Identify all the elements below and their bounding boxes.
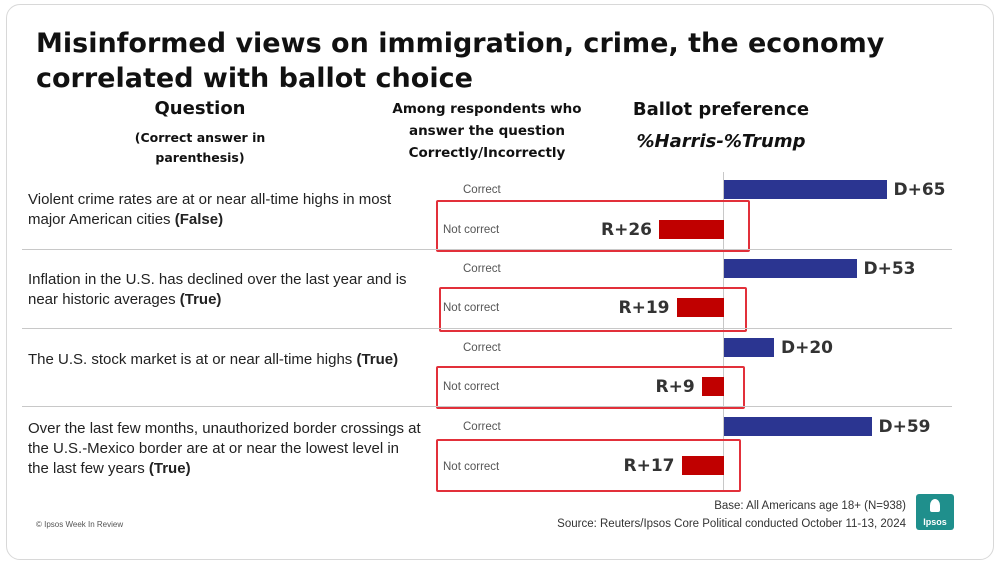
- question-text-2: Inflation in the U.S. has declined over …: [28, 270, 423, 310]
- logo-mark-icon: [930, 499, 940, 512]
- question-4-text: Over the last few months, unauthorized b…: [28, 420, 421, 477]
- bar-correct-1: [724, 180, 887, 199]
- question-3-answer: (True): [356, 351, 399, 368]
- chart-card: [6, 4, 994, 560]
- bar-incorrect-4: [681, 456, 724, 475]
- bar-correct-3: [724, 338, 774, 357]
- not-correct-label-3: Not correct: [443, 381, 500, 393]
- value-label-incorrect-3: R+9: [655, 377, 695, 397]
- value-label-incorrect-1: R+26: [601, 220, 652, 240]
- highlight-box-3: [436, 366, 745, 409]
- harris-minus-trump-header: %Harris-%Trump: [636, 131, 806, 152]
- bar-incorrect-1: [659, 220, 724, 239]
- question-1-answer: (False): [174, 211, 224, 228]
- question-text-1: Violent crime rates are at or near all-t…: [28, 190, 423, 230]
- correct-label-1: Correct: [463, 184, 501, 196]
- highlight-box-4: [436, 439, 741, 492]
- zero-axis-line: [723, 172, 724, 492]
- question-subheader: (Correct answer in parenthesis): [134, 130, 266, 165]
- not-correct-label-4: Not correct: [443, 461, 500, 473]
- question-2-answer: (True): [179, 291, 222, 308]
- logo-text: Ipsos: [923, 517, 947, 527]
- row-divider-3: [22, 406, 952, 407]
- value-label-incorrect-2: R+19: [618, 298, 670, 318]
- question-4-answer: (True): [148, 460, 191, 477]
- bar-correct-2: [724, 259, 857, 278]
- bar-incorrect-3: [701, 377, 724, 396]
- correct-label-3: Correct: [463, 342, 501, 354]
- value-label-correct-1: D+65: [893, 180, 946, 200]
- ballot-preference-header: Ballot preference: [632, 99, 810, 120]
- value-label-correct-2: D+53: [863, 259, 916, 279]
- correct-label-4: Correct: [463, 421, 501, 433]
- value-label-incorrect-4: R+17: [623, 456, 675, 476]
- question-text-3: The U.S. stock market is at or near all-…: [28, 350, 423, 370]
- bar-incorrect-2: [676, 298, 724, 317]
- question-3-text: The U.S. stock market is at or near all-…: [28, 351, 353, 368]
- ipsos-logo: Ipsos: [916, 494, 954, 530]
- question-text-4: Over the last few months, unauthorized b…: [28, 419, 423, 479]
- highlight-box-1: [436, 200, 750, 252]
- row-divider-1: [22, 249, 952, 250]
- question-header: Question: [154, 98, 246, 119]
- copyright-note: © Ipsos Week In Review: [36, 520, 124, 529]
- not-correct-label-1: Not correct: [443, 224, 500, 236]
- question-1-text: Violent crime rates are at or near all-t…: [28, 191, 392, 228]
- chart-title: Misinformed views on immigration, crime,…: [36, 28, 885, 94]
- among-respondents-header: Among respondents who answer the questio…: [392, 101, 582, 161]
- base-note: Base: All Americans age 18+ (N=938): [714, 500, 906, 512]
- value-label-correct-3: D+20: [781, 338, 834, 358]
- highlight-box-2: [439, 287, 747, 332]
- bar-correct-4: [724, 417, 872, 436]
- question-2-text: Inflation in the U.S. has declined over …: [28, 271, 407, 308]
- correct-label-2: Correct: [463, 263, 501, 275]
- row-divider-2: [22, 328, 952, 329]
- value-label-correct-4: D+59: [878, 417, 931, 437]
- source-note: Source: Reuters/Ipsos Core Political con…: [557, 518, 906, 530]
- not-correct-label-2: Not correct: [443, 302, 500, 314]
